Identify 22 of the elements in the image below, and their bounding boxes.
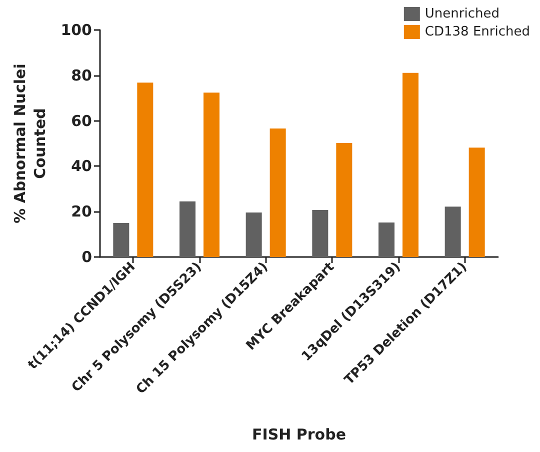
bar [336, 143, 352, 257]
y-tick-label: 100 [60, 21, 92, 39]
bar [312, 210, 328, 257]
bar [402, 72, 418, 257]
bar [270, 128, 286, 257]
bar [246, 212, 262, 257]
y-tick-label: 0 [82, 248, 92, 266]
bar [378, 222, 394, 257]
y-axis-title: % Abnormal Nuclei Counted [10, 64, 49, 224]
y-tick-label: 60 [71, 112, 92, 130]
x-axis-title: FISH Probe [252, 426, 346, 444]
y-tick-label: 40 [71, 157, 92, 176]
y-tick-label: 80 [71, 66, 92, 84]
legend-label: CD138 Enriched [424, 24, 530, 40]
bar [444, 206, 461, 257]
bar [204, 92, 220, 257]
bar [137, 82, 154, 257]
y-tick-label: 20 [71, 202, 92, 221]
bar [113, 222, 130, 257]
bar [468, 148, 485, 257]
legend-label: Unenriched [424, 6, 500, 22]
bar [180, 201, 196, 257]
